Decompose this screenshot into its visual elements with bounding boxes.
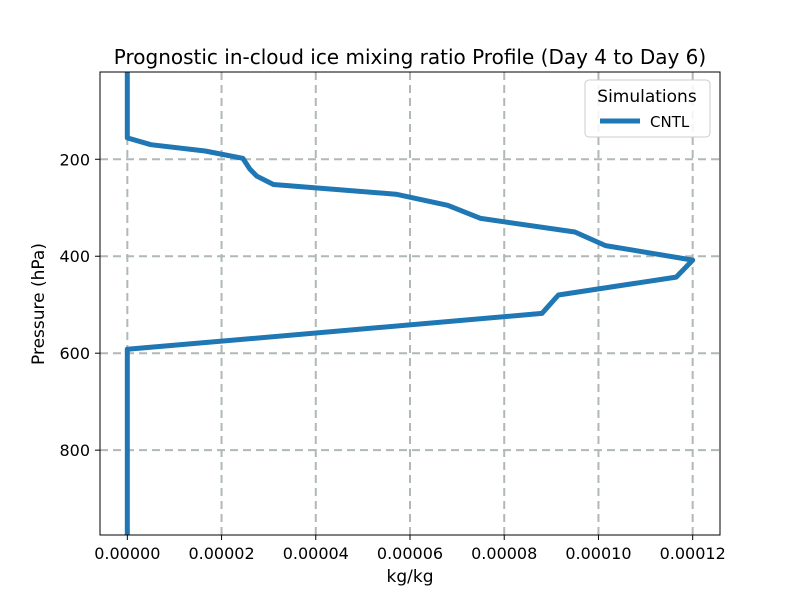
legend: Simulations CNTL [584,79,711,138]
series-layer [124,72,696,535]
x-axis-label: kg/kg [387,567,434,587]
x-tick-label: 0.00002 [188,544,254,563]
chart-title: Prognostic in-cloud ice mixing ratio Pro… [114,45,706,69]
y-axis-label: Pressure (hPa) [29,243,49,365]
x-tick-label: 0.00010 [565,544,631,563]
legend-label-cntl: CNTL [650,113,690,131]
series-line-cntl [124,72,696,535]
y-tick-label: 600 [59,344,90,363]
legend-title: Simulations [597,87,697,107]
x-tick-label: 0.00006 [377,544,443,563]
x-tick-label: 0.00004 [283,544,349,563]
y-tick-label: 400 [59,247,90,266]
y-tick-label: 800 [59,441,90,460]
x-tick-label: 0.00000 [94,544,160,563]
y-tick-label: 200 [59,150,90,169]
x-tick-label: 0.00008 [471,544,537,563]
x-tick-label: 0.00012 [660,544,726,563]
ticks: 0.00000 0.00002 0.00004 0.00006 0.00008 0.000… [59,150,725,563]
grid [100,72,720,535]
